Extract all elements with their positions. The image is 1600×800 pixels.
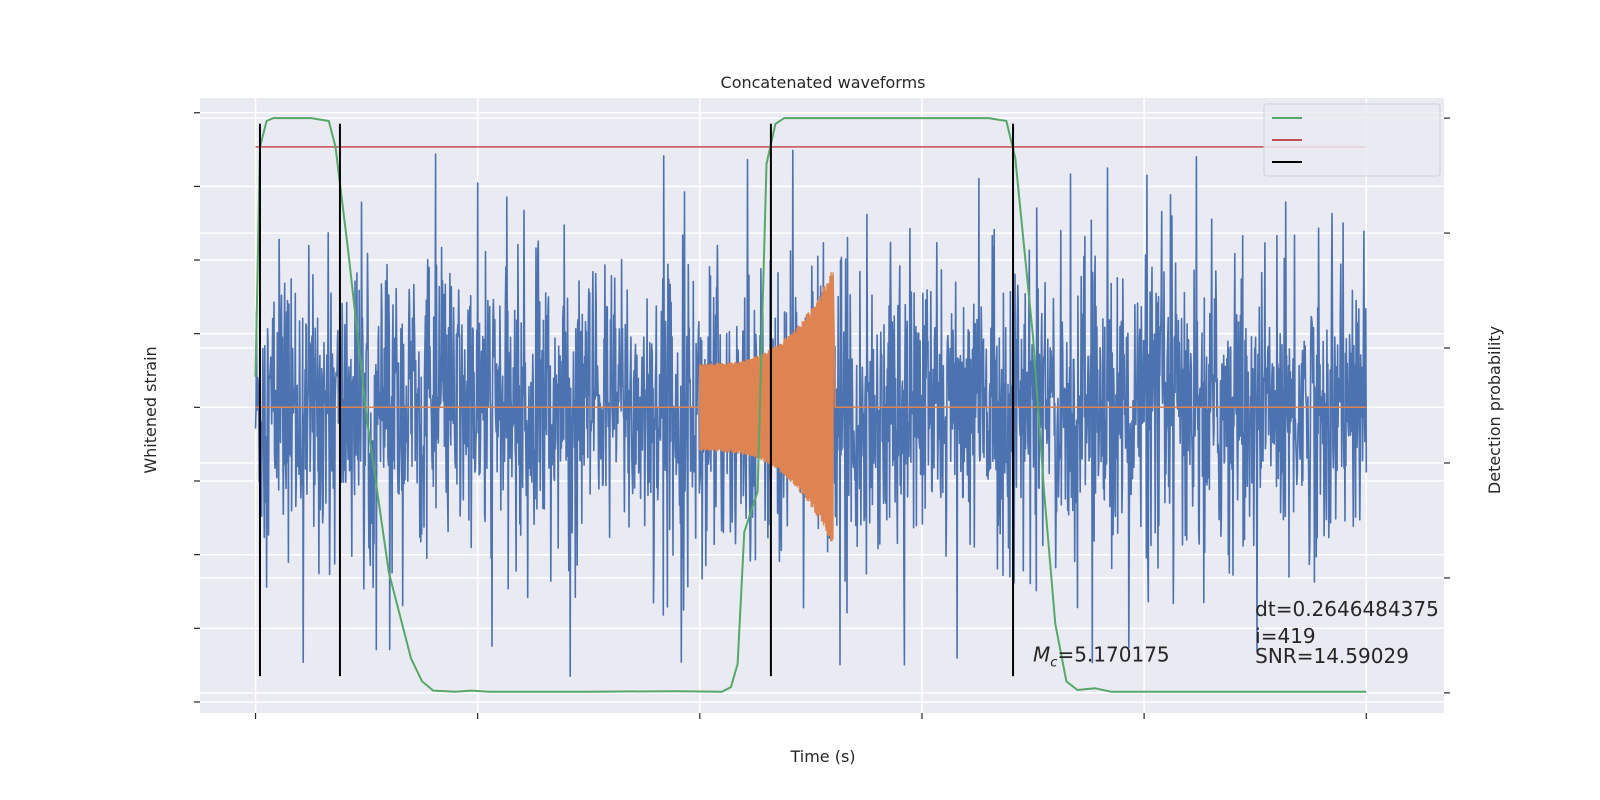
annotation-dt: dt=0.2646484375: [1255, 597, 1439, 621]
axes-layer: [194, 112, 1450, 719]
y2-axis-label: Detection probability: [1485, 326, 1504, 494]
annotation-mc-symbol: M: [1033, 642, 1050, 666]
y-axis-label: Whitened strain: [141, 346, 160, 473]
legend: [1263, 103, 1441, 177]
legend-box: [1263, 103, 1441, 177]
annotation-mc-value: =5.170175: [1057, 642, 1169, 666]
annotation-mc-subscript: c: [1050, 655, 1057, 670]
annotation-snr: SNR=14.59029: [1255, 644, 1409, 668]
chirp-series-line: [255, 272, 1367, 542]
annotations: Mc=5.170175 dt=0.2646484375 i=419SNR=14.5…: [1033, 597, 1439, 671]
chart-title: Concatenated waveforms: [721, 73, 926, 92]
annotation-mc: Mc=5.170175: [1033, 642, 1170, 670]
plot-area: [200, 98, 1444, 713]
annotation-i: i=419: [1255, 624, 1316, 648]
x-axis-label: Time (s): [789, 747, 855, 766]
